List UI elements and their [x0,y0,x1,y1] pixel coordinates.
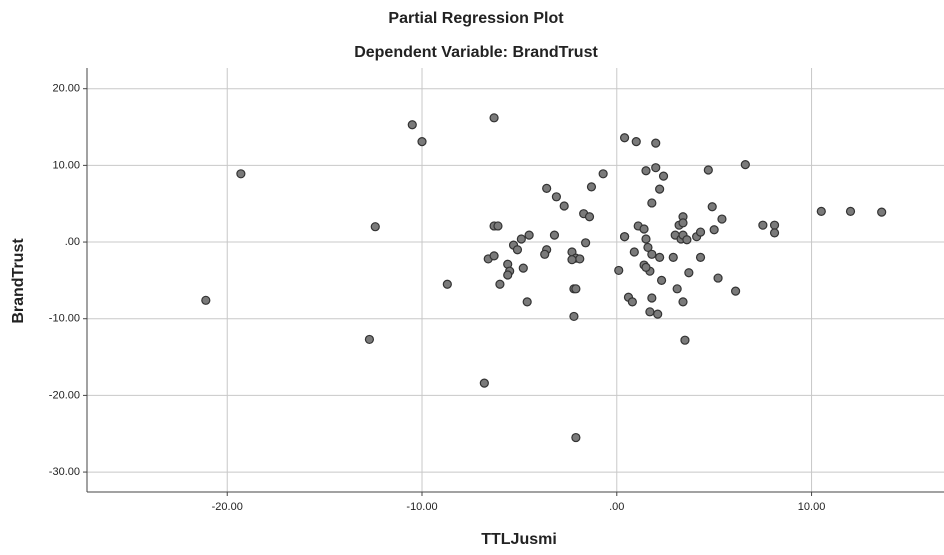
point [525,231,533,239]
point [652,139,660,147]
point [599,170,607,178]
point [648,199,656,207]
point [685,269,693,277]
point [587,183,595,191]
point [621,134,629,142]
point [704,166,712,174]
point [669,253,677,261]
y-axis-title: BrandTrust [10,238,27,324]
point [648,294,656,302]
point [480,379,488,387]
y-tick-label: -10.00 [49,313,80,325]
point [759,221,767,229]
point [642,235,650,243]
point [523,298,531,306]
x-tick-label: 10.00 [798,501,826,513]
point [572,285,580,293]
point [576,255,584,263]
point [771,229,779,237]
grid: -30.00 -20.00 -10.00 .00 10.00 20.00 -20.00 -10… [49,68,944,513]
point [658,276,666,284]
point [679,298,687,306]
point [710,226,718,234]
point [630,248,638,256]
point [660,172,668,180]
point [496,280,504,288]
point [443,280,451,288]
point [673,285,681,293]
point [656,253,664,261]
y-tick-label: 10.00 [52,159,80,171]
point [543,184,551,192]
point [652,164,660,172]
point [741,161,749,169]
point [490,252,498,260]
point [552,193,560,201]
point [365,335,373,343]
point [504,271,512,279]
x-tick-label: -20.00 [212,501,243,513]
points [202,114,886,442]
y-tick-label: -20.00 [49,389,80,401]
point [490,114,498,122]
x-tick-label: .00 [609,501,624,513]
point [878,208,886,216]
x-axis-title: TTLJusmi [481,531,557,548]
point [683,236,691,244]
point [615,266,623,274]
point [817,207,825,215]
point [679,219,687,227]
chart: Partial Regression Plot Dependent Variab… [0,0,944,555]
point [494,222,502,230]
point [718,215,726,223]
point [572,434,580,442]
point [648,250,656,258]
point [621,233,629,241]
point [642,167,650,175]
point [570,312,578,320]
chart-subtitle: Dependent Variable: BrandTrust [354,44,598,61]
point [418,138,426,146]
point [697,228,705,236]
point [632,138,640,146]
y-tick-label: 20.00 [52,83,80,95]
point [732,287,740,295]
point [582,239,590,247]
point [708,203,716,211]
y-tick-label: -30.00 [49,466,80,478]
point [646,308,654,316]
x-tick-label: -10.00 [406,501,437,513]
point [642,263,650,271]
point [714,274,722,282]
point [202,296,210,304]
y-tick-label: .00 [65,236,80,248]
chart-title: Partial Regression Plot [388,10,564,27]
point [519,264,527,272]
point [541,250,549,258]
point [640,225,648,233]
point [513,246,521,254]
point [654,310,662,318]
point [586,213,594,221]
point [697,253,705,261]
point [847,207,855,215]
point [568,256,576,264]
point [408,121,416,129]
point [656,185,664,193]
point [681,336,689,344]
point [628,298,636,306]
point [771,221,779,229]
point [517,235,525,243]
point [237,170,245,178]
point [560,202,568,210]
point [550,231,558,239]
point [371,223,379,231]
